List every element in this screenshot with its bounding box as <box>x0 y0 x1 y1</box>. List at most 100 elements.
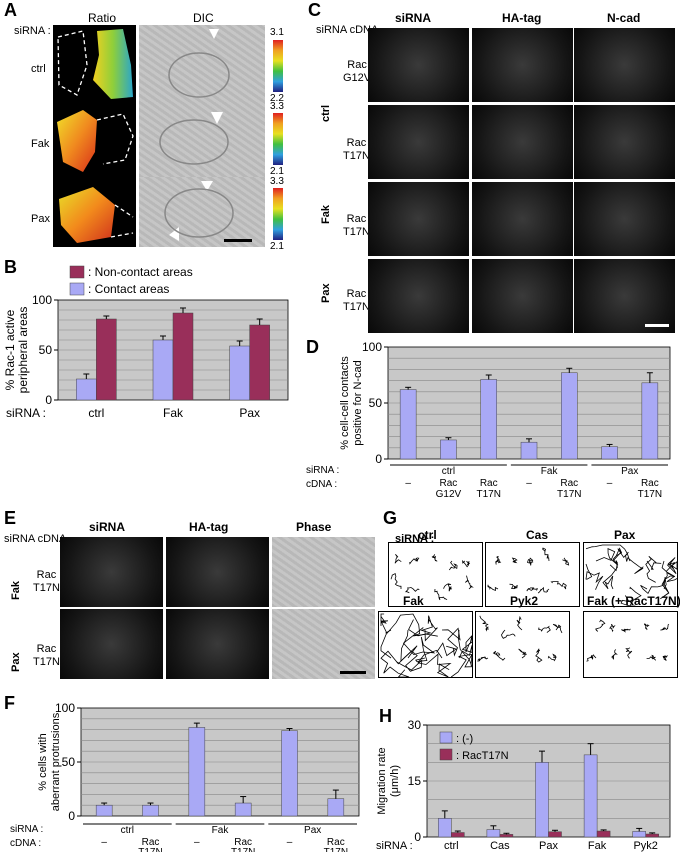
y-axis-label: aberrant protrusions <box>50 712 62 811</box>
ratio-image-pax <box>53 177 136 247</box>
panel-c-col-header: siRNA <box>395 11 432 25</box>
y-tick-label: 0 <box>68 809 75 823</box>
cdna-label: – <box>101 837 107 848</box>
bar <box>645 833 659 838</box>
micrograph <box>166 609 269 679</box>
group-label: Fak <box>212 825 230 836</box>
row-label-sirna: siRNA : <box>10 824 43 835</box>
cell-track <box>640 575 677 595</box>
dic-image-fak <box>139 102 265 177</box>
cdna-label: Rac <box>641 478 659 489</box>
x-category-label: Cas <box>490 840 510 852</box>
track-plot <box>378 611 473 678</box>
panel-e-group-fak: Fak <box>10 581 22 600</box>
cell-track <box>602 560 618 590</box>
cdna-label: Rac <box>142 837 160 848</box>
panel-e-row-label: Rac T17N <box>33 569 60 594</box>
cell-track <box>552 623 563 634</box>
legend-swatch <box>439 731 453 744</box>
y-axis-label: % cell-cell contacts <box>339 356 351 450</box>
bar <box>480 379 497 460</box>
x-category-label: Fak <box>588 840 607 852</box>
cell-track <box>511 557 518 564</box>
scale-max-label: 3.3 <box>270 176 284 187</box>
scale-max-label: 3.3 <box>270 101 284 112</box>
cdna-label: – <box>607 478 613 489</box>
group-label: Pax <box>304 825 321 836</box>
x-category-label: ctrl <box>88 406 104 420</box>
chart-d: 0 50 100 % cell-cell contacts positive for N… <box>306 340 671 500</box>
group-label: ctrl <box>442 466 455 477</box>
chart-h: 0 15 30 Migration rate (μm/h): (-): RacT17N s… <box>376 718 671 852</box>
x-prefix-label: siRNA : <box>376 840 413 852</box>
bar <box>486 829 501 838</box>
cell-track <box>535 648 543 663</box>
colorscale-pax <box>273 188 283 240</box>
panel-letter-f: F <box>4 693 15 713</box>
track-plot <box>485 542 580 607</box>
track-plot-title: Fak <box>403 594 424 608</box>
cell-track <box>595 547 623 566</box>
micrograph <box>574 105 675 179</box>
scale-max-label: 3.1 <box>270 27 284 38</box>
bar <box>96 318 117 401</box>
cell-track <box>509 583 518 590</box>
bar <box>234 802 252 817</box>
micrograph <box>166 537 269 607</box>
y-axis-label: Migration rate <box>376 747 388 814</box>
colorscale-ctrl <box>273 40 283 92</box>
panel-e-col-header: siRNA <box>89 520 126 534</box>
panel-letter-g: G <box>383 508 398 528</box>
track-plot-title: ctrl <box>418 528 437 542</box>
cell-track <box>586 654 597 662</box>
cdna-label: Rac <box>440 478 458 489</box>
dic-image-ctrl <box>139 25 265 104</box>
cell-track <box>458 635 472 659</box>
y-axis-label: (μm/h) <box>389 765 401 797</box>
micrograph <box>60 609 163 679</box>
bar <box>641 382 659 460</box>
cell-track <box>538 625 551 633</box>
panel-c-corner-label: siRNA cDNA <box>316 24 379 36</box>
micrograph <box>472 259 573 333</box>
row-label-cdna: cDNA : <box>306 479 337 490</box>
y-tick-label: 0 <box>414 830 421 844</box>
panel-a-col-header-dic: DIC <box>193 11 214 25</box>
y-axis-label: % cells with <box>37 733 49 790</box>
cell-track <box>620 586 642 606</box>
y-axis-label: peripheral areas <box>16 307 30 394</box>
cell-track <box>585 563 604 590</box>
ratio-image-fak <box>53 102 136 177</box>
bar <box>152 339 174 401</box>
cell-track <box>448 560 458 571</box>
bar <box>632 831 646 838</box>
micrograph <box>574 28 675 102</box>
panel-letter-c: C <box>308 0 321 20</box>
cell-track <box>625 647 633 659</box>
bar <box>440 439 457 460</box>
track-plot-title: Pyk2 <box>510 594 539 608</box>
cell-track <box>527 557 534 566</box>
track-plot <box>388 542 483 607</box>
bar <box>188 727 206 817</box>
x-category-label: Pax <box>539 840 558 852</box>
cell-track <box>610 649 618 660</box>
bar <box>596 830 611 838</box>
colorscale-fak <box>273 113 283 165</box>
panel-c-row-label: Rac T17N <box>343 288 370 313</box>
y-tick-label: 50 <box>369 396 383 410</box>
bar <box>583 754 598 838</box>
panel-letter-d: D <box>306 337 319 357</box>
cdna-label: G12V <box>436 489 462 500</box>
legend-label: : RacT17N <box>456 750 509 762</box>
cell-track <box>660 623 670 631</box>
cell-track <box>594 619 606 632</box>
dic-image-pax <box>139 177 265 247</box>
cdna-label: – <box>526 478 532 489</box>
x-category-label: ctrl <box>444 840 459 852</box>
cdna-label: T17N <box>138 847 162 852</box>
legend-label: : (-) <box>456 733 473 745</box>
y-tick-label: 15 <box>408 774 422 788</box>
y-tick-label: 100 <box>55 701 75 715</box>
chart-b: 0 50 100 % Rac-1 active peripheral areas: No… <box>3 265 289 420</box>
